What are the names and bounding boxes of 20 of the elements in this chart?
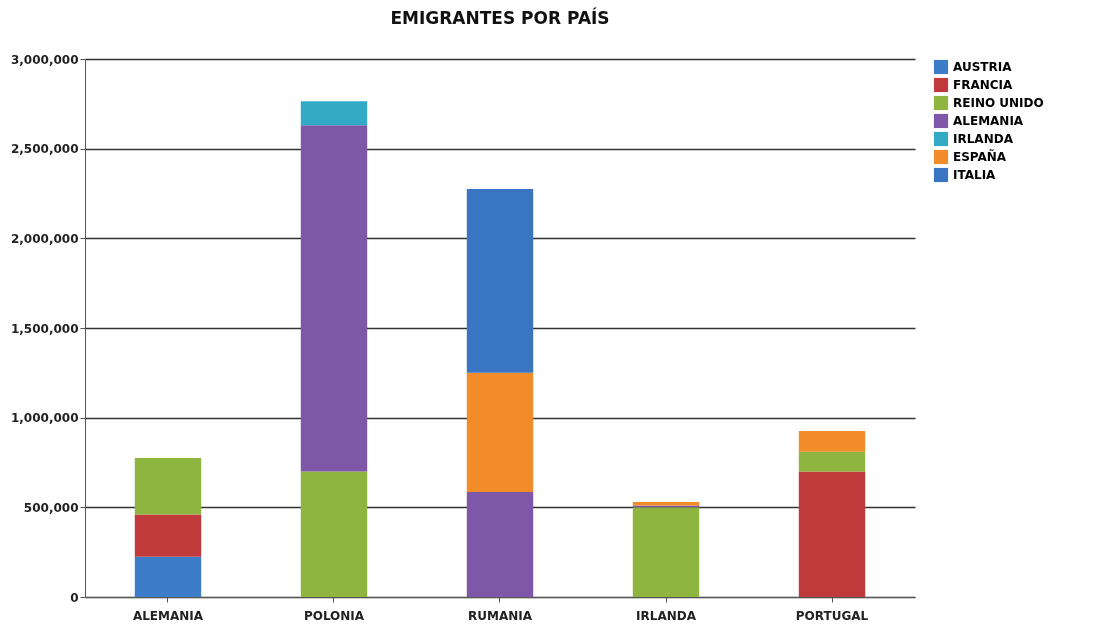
y-tick-label: 1,500,000 <box>10 321 79 336</box>
x-tick-label: IRLANDA <box>636 608 697 623</box>
legend-label: ESPAÑA <box>953 149 1007 164</box>
x-tick-label: ALEMANIA <box>132 608 204 623</box>
legend-label: FRANCIA <box>953 78 1014 92</box>
y-tick-label: 500,000 <box>23 500 79 515</box>
x-tick-label: PORTUGAL <box>795 608 869 623</box>
y-tick-label: 0 <box>70 590 79 605</box>
y-tick-label: 2,000,000 <box>10 231 79 246</box>
y-tick-label: 2,500,000 <box>10 142 79 157</box>
x-tick-label: RUMANIA <box>467 608 533 623</box>
legend-label: ITALIA <box>953 168 997 182</box>
chart-title: EMIGRANTES POR PAÍS <box>390 7 610 28</box>
x-tick-label: POLONIA <box>303 608 365 623</box>
legend-label: REINO UNIDO <box>953 96 1044 110</box>
legend-label: ALEMANIA <box>953 114 1024 128</box>
y-tick-label: 1,000,000 <box>10 411 79 426</box>
legend-label: AUSTRIA <box>953 60 1013 74</box>
y-tick-label: 3,000,000 <box>10 52 79 67</box>
legend-label: IRLANDA <box>953 132 1014 146</box>
